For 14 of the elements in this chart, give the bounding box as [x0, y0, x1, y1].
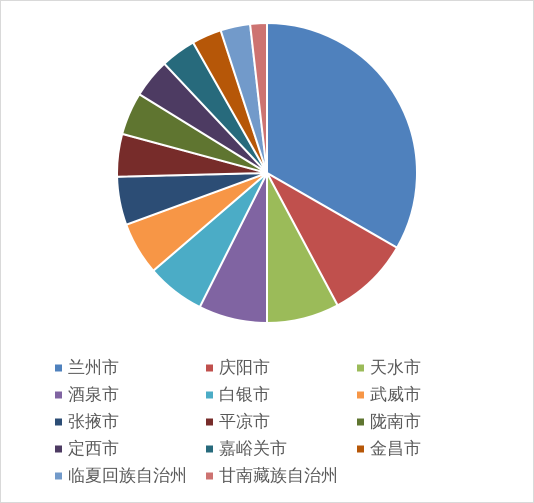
legend-label: 平凉市: [219, 412, 270, 432]
legend-label: 张掖市: [68, 412, 119, 432]
legend-label: 天水市: [370, 358, 421, 378]
legend-label: 临夏回族自治州: [68, 466, 187, 486]
legend-label: 嘉峪关市: [219, 439, 287, 459]
legend-label: 陇南市: [370, 412, 421, 432]
legend-label: 武威市: [370, 385, 421, 405]
legend-label: 庆阳市: [219, 358, 270, 378]
legend-label: 兰州市: [68, 358, 119, 378]
legend-label: 甘南藏族自治州: [219, 466, 338, 486]
legend-label: 白银市: [219, 385, 270, 405]
legend-label: 定西市: [68, 439, 119, 459]
legend-label: 酒泉市: [68, 385, 119, 405]
legend-label: 金昌市: [370, 439, 421, 459]
